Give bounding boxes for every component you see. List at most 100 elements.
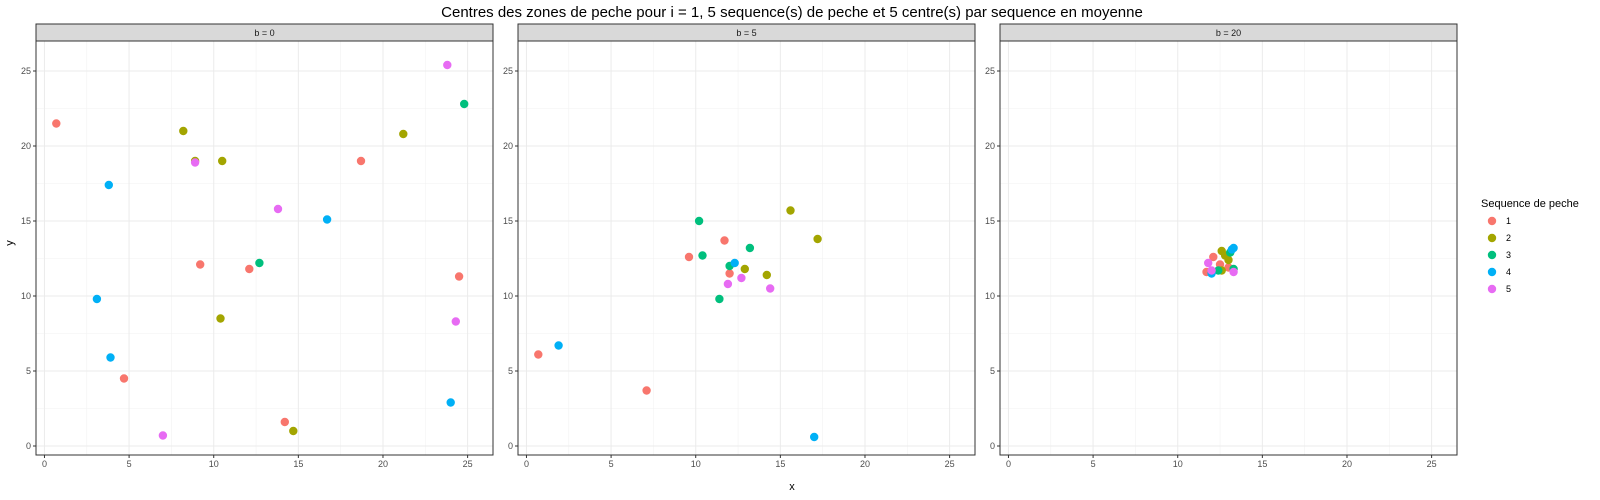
legend-label-4: 4	[1506, 267, 1511, 277]
point-seq-5	[766, 284, 775, 293]
point-seq-1	[1209, 252, 1218, 262]
y-tick-label: 20	[503, 141, 513, 151]
point-seq-4	[446, 398, 455, 407]
x-tick-label: 10	[209, 459, 219, 469]
point-seq-4	[104, 180, 114, 190]
legend-entries: 1 2 3 4 5	[1487, 216, 1511, 294]
x-tick-label: 5	[127, 459, 132, 469]
point-seq-1	[196, 260, 205, 269]
point-seq-5	[451, 317, 460, 326]
point-seq-5	[443, 60, 452, 70]
y-tick-label: 20	[21, 141, 31, 151]
point-seq-5	[1204, 258, 1213, 268]
point-seq-1	[52, 119, 61, 128]
y-tick-label: 25	[985, 66, 995, 76]
point-seq-3	[694, 216, 704, 226]
x-tick-label: 0	[524, 459, 529, 469]
y-tick-label: 0	[990, 441, 995, 451]
y-tick-label: 25	[503, 66, 513, 76]
facet-strip-label: b = 5	[736, 28, 756, 38]
point-seq-4	[1229, 243, 1238, 253]
point-seq-2	[216, 314, 225, 323]
x-tick-label: 10	[691, 459, 701, 469]
point-seq-4	[322, 215, 332, 224]
legend-key-2	[1487, 233, 1497, 243]
facet-strip-label: b = 0	[254, 28, 274, 38]
point-seq-2	[740, 264, 749, 274]
point-seq-3	[745, 243, 755, 253]
legend-key-3	[1487, 250, 1497, 260]
legend-label-3: 3	[1506, 250, 1511, 260]
point-seq-5	[190, 158, 200, 167]
point-seq-4	[730, 258, 739, 268]
point-seq-1	[245, 264, 254, 274]
point-seq-5	[1207, 266, 1216, 275]
y-tick-label: 10	[985, 291, 995, 301]
panel-0: b = 0 0 5 10 15 20 25 0 5 10 15 20 25	[21, 23, 494, 469]
point-seq-5	[737, 273, 746, 283]
panel-background	[36, 41, 493, 455]
legend-label-2: 2	[1506, 233, 1511, 243]
y-tick-label: 20	[985, 141, 995, 151]
facet-strip-label: b = 20	[1216, 28, 1241, 38]
x-tick-label: 20	[1342, 459, 1352, 469]
legend-key-4	[1487, 267, 1497, 277]
panel-border	[999, 40, 1458, 456]
point-seq-3	[698, 251, 707, 260]
y-tick-label: 0	[26, 441, 31, 451]
y-tick-label: 15	[21, 216, 31, 226]
point-seq-5	[273, 204, 283, 214]
x-tick-label: 20	[860, 459, 870, 469]
legend-title: Sequence de peche	[1481, 198, 1579, 210]
point-seq-2	[179, 126, 188, 136]
point-seq-1	[642, 386, 651, 395]
point-seq-1	[280, 417, 289, 427]
y-tick-label: 15	[503, 216, 513, 226]
point-seq-5	[1229, 267, 1238, 277]
y-tick-label: 5	[26, 366, 31, 376]
y-tick-label: 5	[508, 366, 513, 376]
point-seq-1	[720, 236, 729, 245]
point-seq-3	[1214, 266, 1223, 275]
x-tick-label: 5	[1091, 459, 1096, 469]
point-seq-1	[454, 272, 464, 281]
point-seq-1	[725, 269, 734, 278]
point-seq-3	[460, 99, 469, 109]
point-seq-2	[399, 129, 408, 139]
x-tick-label: 25	[463, 459, 473, 469]
x-tick-label: 15	[775, 459, 785, 469]
panels: b = 0 0 5 10 15 20 25 0 5 10 15 20 25 b = 5 0 5 10 15 20 25…	[21, 23, 1458, 469]
point-seq-5	[723, 279, 733, 289]
y-tick-label: 5	[990, 366, 995, 376]
legend: Sequence de peche 1 2 3 4 5	[1481, 198, 1579, 294]
x-tick-label: 5	[609, 459, 614, 469]
legend-label-1: 1	[1506, 216, 1511, 226]
x-tick-label: 25	[945, 459, 955, 469]
point-seq-1	[119, 374, 129, 383]
panel-border	[517, 40, 976, 456]
x-tick-label: 10	[1173, 459, 1183, 469]
x-tick-label: 0	[42, 459, 47, 469]
point-seq-4	[92, 294, 102, 304]
point-seq-5	[158, 431, 168, 440]
y-tick-label: 10	[503, 291, 513, 301]
y-tick-label: 10	[21, 291, 31, 301]
point-seq-3	[255, 258, 264, 268]
point-seq-2	[1224, 255, 1233, 265]
point-seq-2	[786, 206, 795, 215]
y-axis-title: y	[4, 240, 16, 246]
legend-key-5	[1487, 284, 1497, 294]
point-seq-2	[813, 234, 822, 244]
x-tick-label: 15	[293, 459, 303, 469]
point-seq-1	[534, 350, 543, 359]
point-seq-2	[289, 426, 298, 436]
x-axis-title: x	[789, 481, 795, 493]
point-seq-2	[218, 156, 227, 166]
point-seq-2	[762, 270, 771, 280]
chart-title: Centres des zones de peche pour i = 1, 5…	[441, 4, 1143, 21]
legend-label-5: 5	[1506, 284, 1511, 294]
panel-2: b = 20 0 5 10 15 20 25 0 5 10 15 20 25	[985, 23, 1458, 469]
y-tick-label: 0	[508, 441, 513, 451]
x-tick-label: 20	[378, 459, 388, 469]
